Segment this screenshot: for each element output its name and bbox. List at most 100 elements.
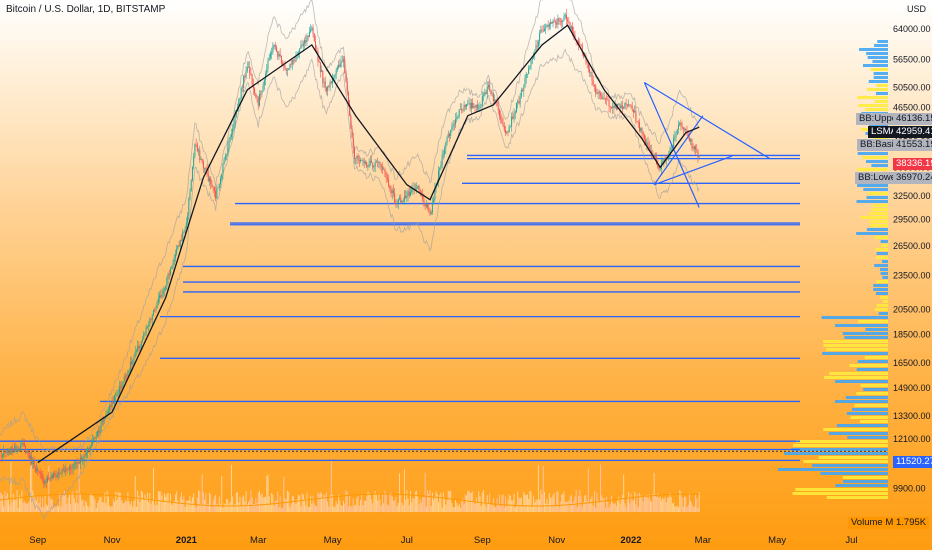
profile-bar: [872, 204, 888, 207]
candle-body: [675, 134, 677, 137]
candle: [514, 109, 516, 120]
candle-body: [51, 474, 53, 478]
candle: [609, 105, 611, 113]
candle: [440, 160, 442, 170]
candle: [388, 174, 390, 188]
bb-upper-band: [0, 0, 700, 455]
candle-body: [596, 93, 598, 94]
candle-body: [546, 25, 548, 27]
candle-body: [500, 116, 502, 119]
trend-line: [643, 82, 700, 208]
candle: [99, 425, 101, 436]
volume-bar: [550, 497, 552, 512]
volume-bar: [245, 491, 247, 512]
candle: [198, 148, 200, 157]
volume-bar: [675, 506, 677, 512]
candle: [509, 125, 511, 128]
volume-bar: [336, 504, 338, 512]
volume-bar: [240, 506, 242, 512]
candle: [486, 81, 488, 99]
candle: [64, 465, 66, 474]
profile-bar: [871, 164, 888, 167]
volume-bar: [691, 503, 693, 512]
price-axis[interactable]: 9900.0010900.0012100.0013300.0014900.001…: [893, 24, 931, 494]
volume-bar: [407, 498, 409, 512]
volume-bar: [495, 507, 497, 512]
candle-body: [117, 393, 119, 394]
volume-bar: [200, 504, 202, 512]
candle-body: [526, 73, 528, 75]
volume-profile: [777, 40, 888, 499]
volume-bar: [686, 507, 688, 512]
y-tick-label: 64000.00: [893, 24, 931, 34]
candle-body: [474, 106, 476, 108]
candle: [180, 233, 182, 242]
volume-bar: [617, 500, 619, 512]
candle-body: [573, 31, 575, 35]
volume-bar: [205, 493, 207, 512]
volume-bar: [664, 496, 666, 512]
trend-line: [644, 81, 771, 160]
volume-bar: [71, 492, 73, 512]
x-tick-label: Jul: [845, 535, 857, 546]
candle-body: [223, 159, 225, 165]
candle: [408, 187, 410, 199]
candle-body: [5, 452, 7, 454]
candle: [266, 63, 268, 77]
candle-body: [304, 40, 306, 44]
volume-bar: [372, 503, 374, 512]
volume-bar: [271, 492, 273, 512]
candle-body: [419, 190, 421, 194]
candle: [305, 34, 307, 47]
volume-bar: [134, 475, 136, 512]
candle: [642, 130, 644, 140]
candle: [344, 56, 346, 74]
candle: [351, 125, 353, 139]
volume-bar: [659, 496, 661, 512]
candle: [526, 73, 528, 79]
candle-body: [12, 452, 14, 453]
candle: [93, 435, 95, 443]
volume-bar: [65, 493, 67, 512]
candle-body: [39, 471, 41, 475]
volume-bar: [502, 494, 504, 512]
volume-bar: [385, 493, 387, 512]
volume-bar: [646, 494, 648, 512]
volume-bar: [213, 496, 215, 512]
volume-bar: [250, 490, 252, 512]
volume-bar: [219, 504, 221, 512]
candle-body: [636, 121, 638, 122]
candle: [291, 59, 293, 71]
volume-bar: [168, 501, 170, 512]
volume-bar: [60, 506, 62, 512]
candle-body: [612, 106, 614, 108]
candle-body: [64, 470, 66, 472]
candle-body: [334, 74, 336, 78]
candle: [338, 60, 340, 70]
candle: [9, 448, 11, 455]
candle-body: [328, 86, 330, 87]
candle: [324, 76, 326, 92]
candle-body: [351, 128, 353, 139]
volume-bar: [267, 474, 269, 512]
profile-bar: [793, 444, 888, 447]
candle: [612, 102, 614, 114]
candle-body: [202, 161, 204, 169]
candle: [22, 438, 24, 447]
volume-bar: [223, 503, 225, 512]
volume-bar: [77, 503, 79, 512]
candle-body: [98, 430, 100, 433]
time-axis[interactable]: Sep Nov 2021 Mar May Jul Sep Nov 2022 Mar May Jul: [29, 535, 857, 546]
volume-bar: [51, 499, 53, 512]
volume-bar: [124, 500, 126, 512]
currency-label[interactable]: USD: [906, 4, 926, 14]
candle: [47, 474, 49, 483]
volume-bar: [117, 492, 119, 512]
candle: [285, 67, 287, 76]
candle: [304, 37, 306, 50]
candle: [500, 110, 502, 124]
candle: [593, 84, 595, 92]
candle: [684, 127, 686, 132]
candle-body: [467, 103, 469, 105]
